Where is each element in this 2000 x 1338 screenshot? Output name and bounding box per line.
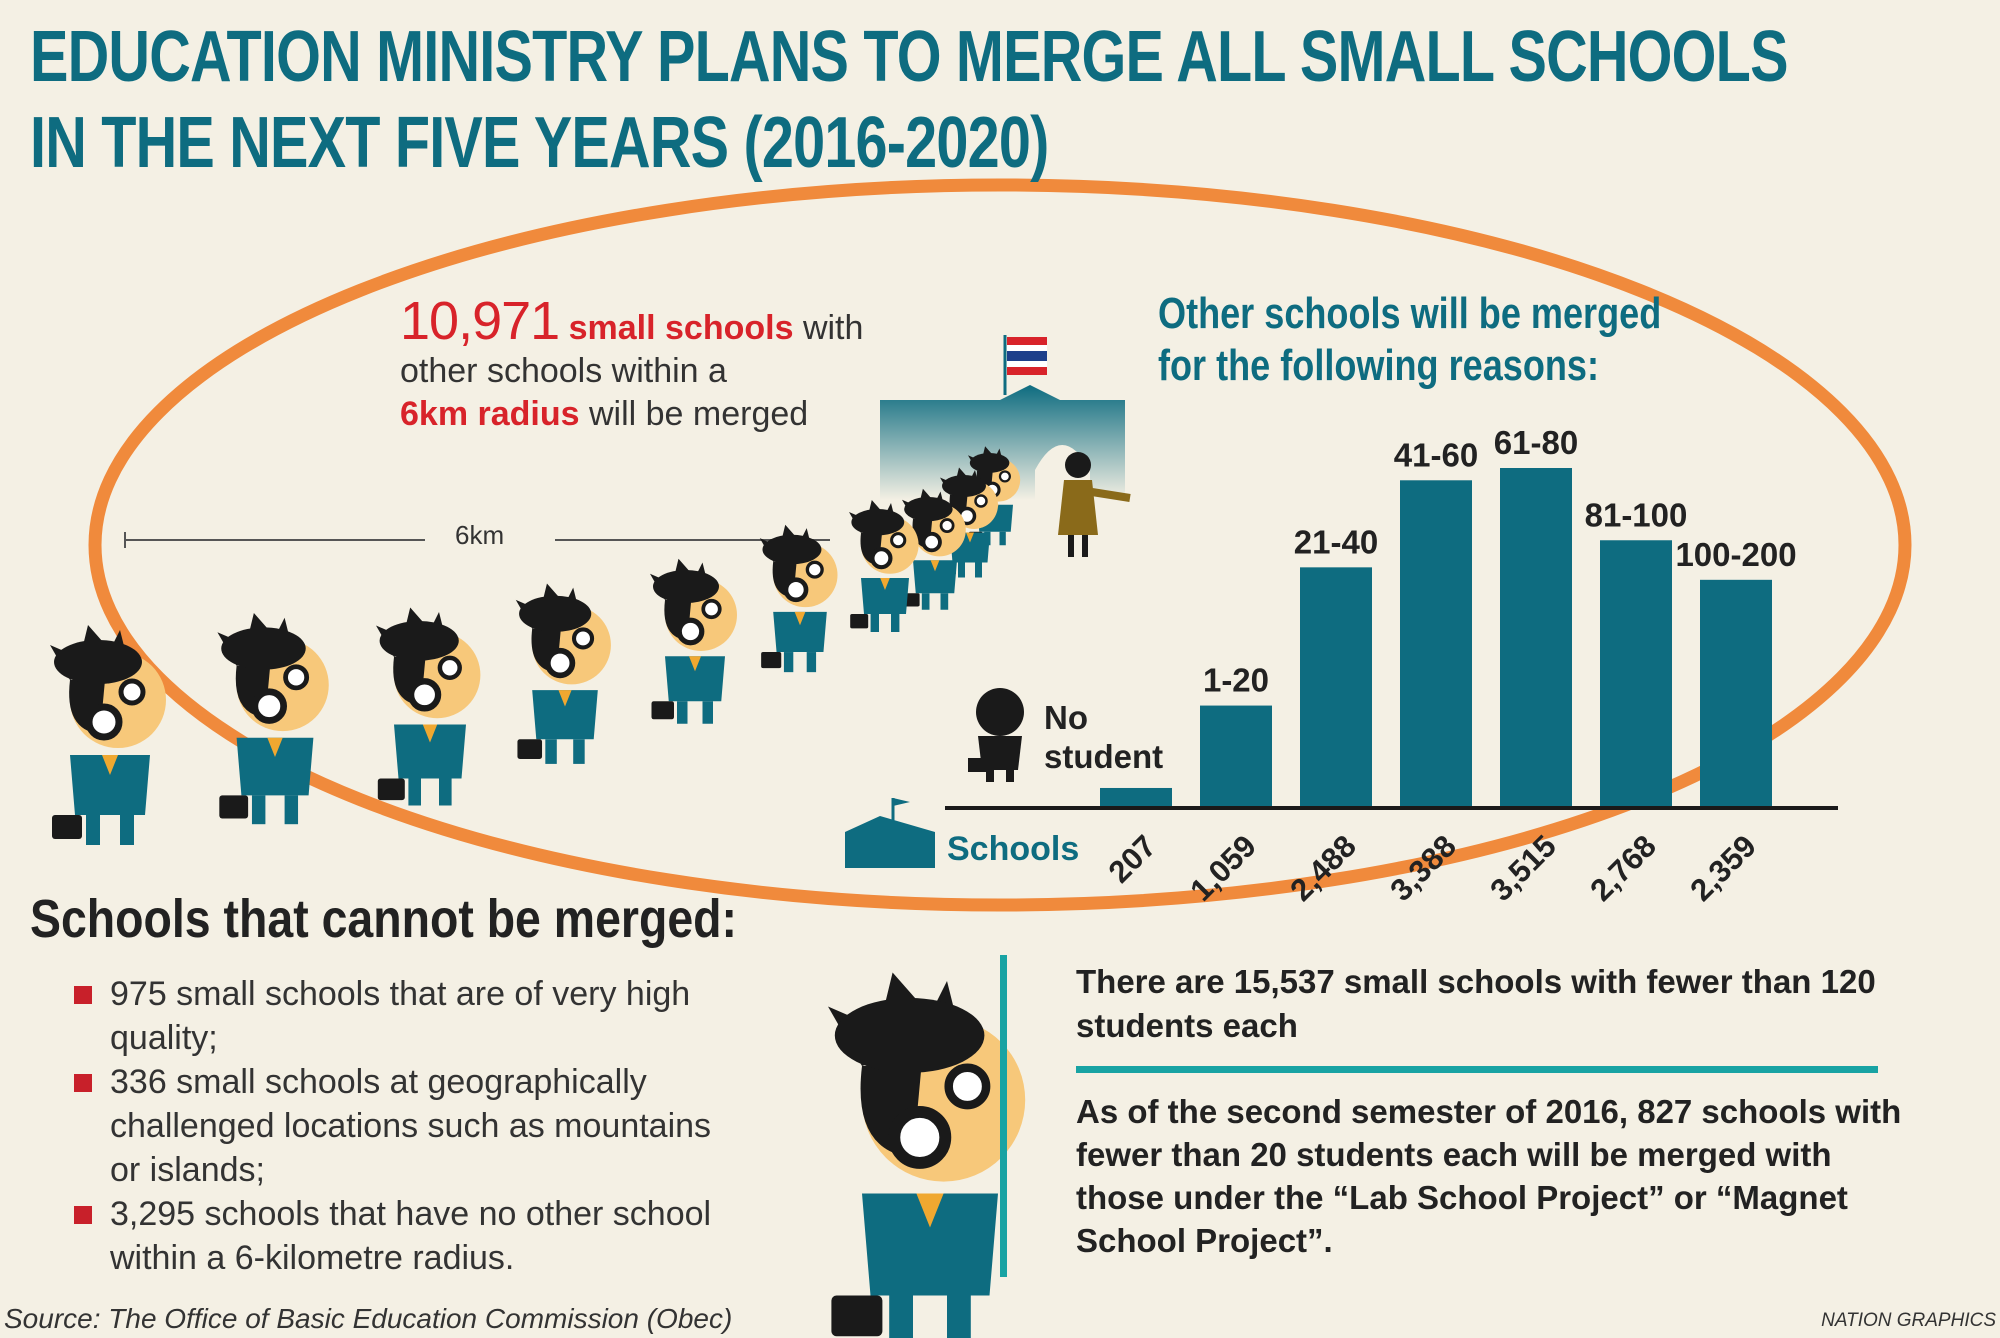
category-label: 61-80 [1494,424,1578,461]
bullet-icon [74,1074,92,1092]
chart-heading-line-2: for the following reasons: [1158,341,1599,390]
radius-label: 6km radius [400,395,580,433]
category-label: 41-60 [1394,436,1478,473]
fact-merge-projects: As of the second semester of 2016, 827 s… [1076,1093,1902,1259]
value-label: 3,388 [1383,828,1463,908]
bullet-icon [74,1206,92,1224]
bar-5 [1500,468,1572,808]
no-student-label: No student [1044,698,1163,776]
no-student-line-2: student [1044,738,1164,775]
cannot-merge-heading: Schools that cannot be merged: [30,889,738,949]
category-label: 81-100 [1585,496,1688,533]
fact-small-schools: There are 15,537 small schools with fewe… [1076,963,1876,1044]
source-note: Source: The Office of Basic Education Co… [4,1303,733,1334]
category-label: 21-40 [1294,523,1378,560]
cannot-merge-list: 975 small schools that are of very high … [70,972,750,1280]
value-label: 2,488 [1283,828,1363,908]
reason-text: 336 small schools at geographically chal… [110,1063,712,1189]
credit-note: NATION GRAPHICS [1821,1310,1996,1331]
reason-text: 3,295 schools that have no other school … [110,1195,712,1277]
list-item: 336 small schools at geographically chal… [70,1060,750,1192]
small-schools-label: small schools [568,309,794,347]
list-item: 975 small schools that are of very high … [70,972,750,1060]
orange-ring [88,178,1912,912]
vertical-divider [1000,955,1007,1277]
schools-axis-label: Schools [947,830,1080,868]
chart-heading-line-1: Other schools will be merged [1158,289,1662,338]
small-schools-count: 10,971 [400,291,560,351]
intro-with: with [793,309,864,347]
school-building-icon [845,798,935,868]
title-line-2: IN THE NEXT FIVE YEARS (2016-2020) [30,103,1049,183]
bar-1 [1100,787,1172,808]
horizontal-divider [1076,1066,1878,1073]
bullet-icon [74,986,92,1004]
value-label: 1,059 [1183,828,1263,908]
teacher-icon [1058,452,1131,557]
list-item: 3,295 schools that have no other school … [70,1192,750,1280]
bar-2 [1200,705,1272,808]
no-student-silhouette-icon [968,688,1024,782]
bar-7 [1700,579,1772,808]
page-title: EDUCATION MINISTRY PLANS TO MERGE ALL SM… [30,14,1788,186]
school-gate-icon [880,335,1125,500]
value-label: 207 [1102,828,1163,889]
chart-heading: Other schools will be merged for the fol… [1158,288,1732,392]
bar-6 [1600,540,1672,808]
intro-tail: will be merged [579,395,809,433]
category-label: 100-200 [1675,536,1796,573]
value-label: 2,359 [1683,828,1763,908]
title-line-1: EDUCATION MINISTRY PLANS TO MERGE ALL SM… [30,17,1788,97]
distance-label: 6km [455,520,505,550]
bar-3 [1300,567,1372,808]
reason-text: 975 small schools that are of very high … [110,975,691,1057]
intro-text: 10,971 small schools with other schools … [400,294,920,436]
no-student-line-1: No [1044,699,1088,736]
value-label: 3,515 [1483,828,1563,908]
value-label: 2,768 [1583,828,1663,908]
category-label: 1-20 [1203,662,1269,699]
intro-line-2: other schools within a [400,352,727,390]
bar-4 [1400,480,1472,808]
